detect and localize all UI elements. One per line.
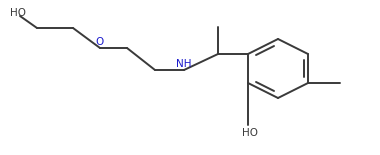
Text: HO: HO xyxy=(242,128,258,138)
Text: HO: HO xyxy=(10,8,26,18)
Text: O: O xyxy=(96,37,104,47)
Text: NH: NH xyxy=(176,59,192,69)
